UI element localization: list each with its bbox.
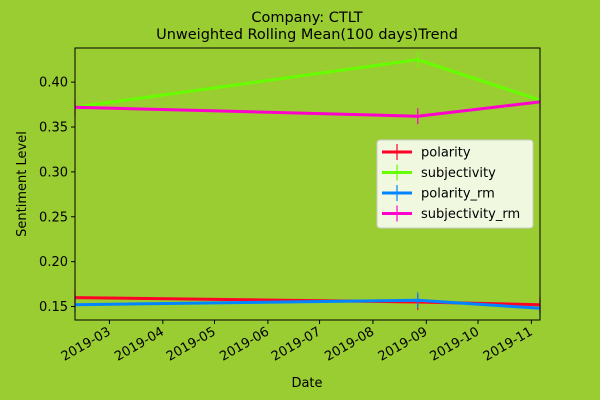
legend-box bbox=[376, 139, 534, 229]
y-tick-label: 0.35 bbox=[39, 120, 68, 135]
x-tick-label: 2019-09 bbox=[376, 324, 431, 364]
legend-label-subjectivity: subjectivity bbox=[421, 166, 496, 181]
x-axis-label: Date bbox=[291, 376, 322, 391]
y-axis-label: Sentiment Level bbox=[15, 131, 30, 237]
x-tick-label: 2019-10 bbox=[427, 324, 482, 364]
legend-label-polarity_rm: polarity_rm bbox=[421, 187, 495, 202]
legend: polarity subjectivity polarity_rm subjectiv… bbox=[376, 139, 534, 229]
y-tick-label: 0.30 bbox=[39, 165, 68, 180]
y-tick-label: 0.25 bbox=[39, 210, 68, 225]
chart-title: Company: CTLT bbox=[251, 10, 362, 26]
y-axis: 0.15 0.20 0.25 0.30 0.35 0.40 bbox=[39, 76, 75, 315]
y-tick-label: 0.40 bbox=[39, 76, 68, 91]
x-tick-label: 2019-11 bbox=[481, 324, 536, 364]
chart-subtitle: Unweighted Rolling Mean(100 days)Trend bbox=[156, 27, 458, 43]
plot-frame bbox=[74, 47, 541, 321]
x-tick-label: 2019-04 bbox=[112, 324, 167, 364]
x-tick-label: 2019-08 bbox=[322, 324, 377, 364]
x-tick-label: 2019-05 bbox=[164, 324, 219, 364]
legend-label-polarity: polarity bbox=[421, 146, 471, 161]
y-tick-label: 0.20 bbox=[39, 255, 68, 270]
y-tick-label: 0.15 bbox=[39, 300, 68, 315]
x-tick-label: 2019-06 bbox=[217, 324, 272, 364]
x-tick-label: 2019-03 bbox=[59, 324, 114, 364]
legend-label-subjectivity_rm: subjectivity_rm bbox=[421, 207, 520, 222]
x-tick-label: 2019-07 bbox=[269, 324, 324, 364]
x-axis: 2019-032019-042019-052019-062019-072019-… bbox=[59, 320, 536, 365]
